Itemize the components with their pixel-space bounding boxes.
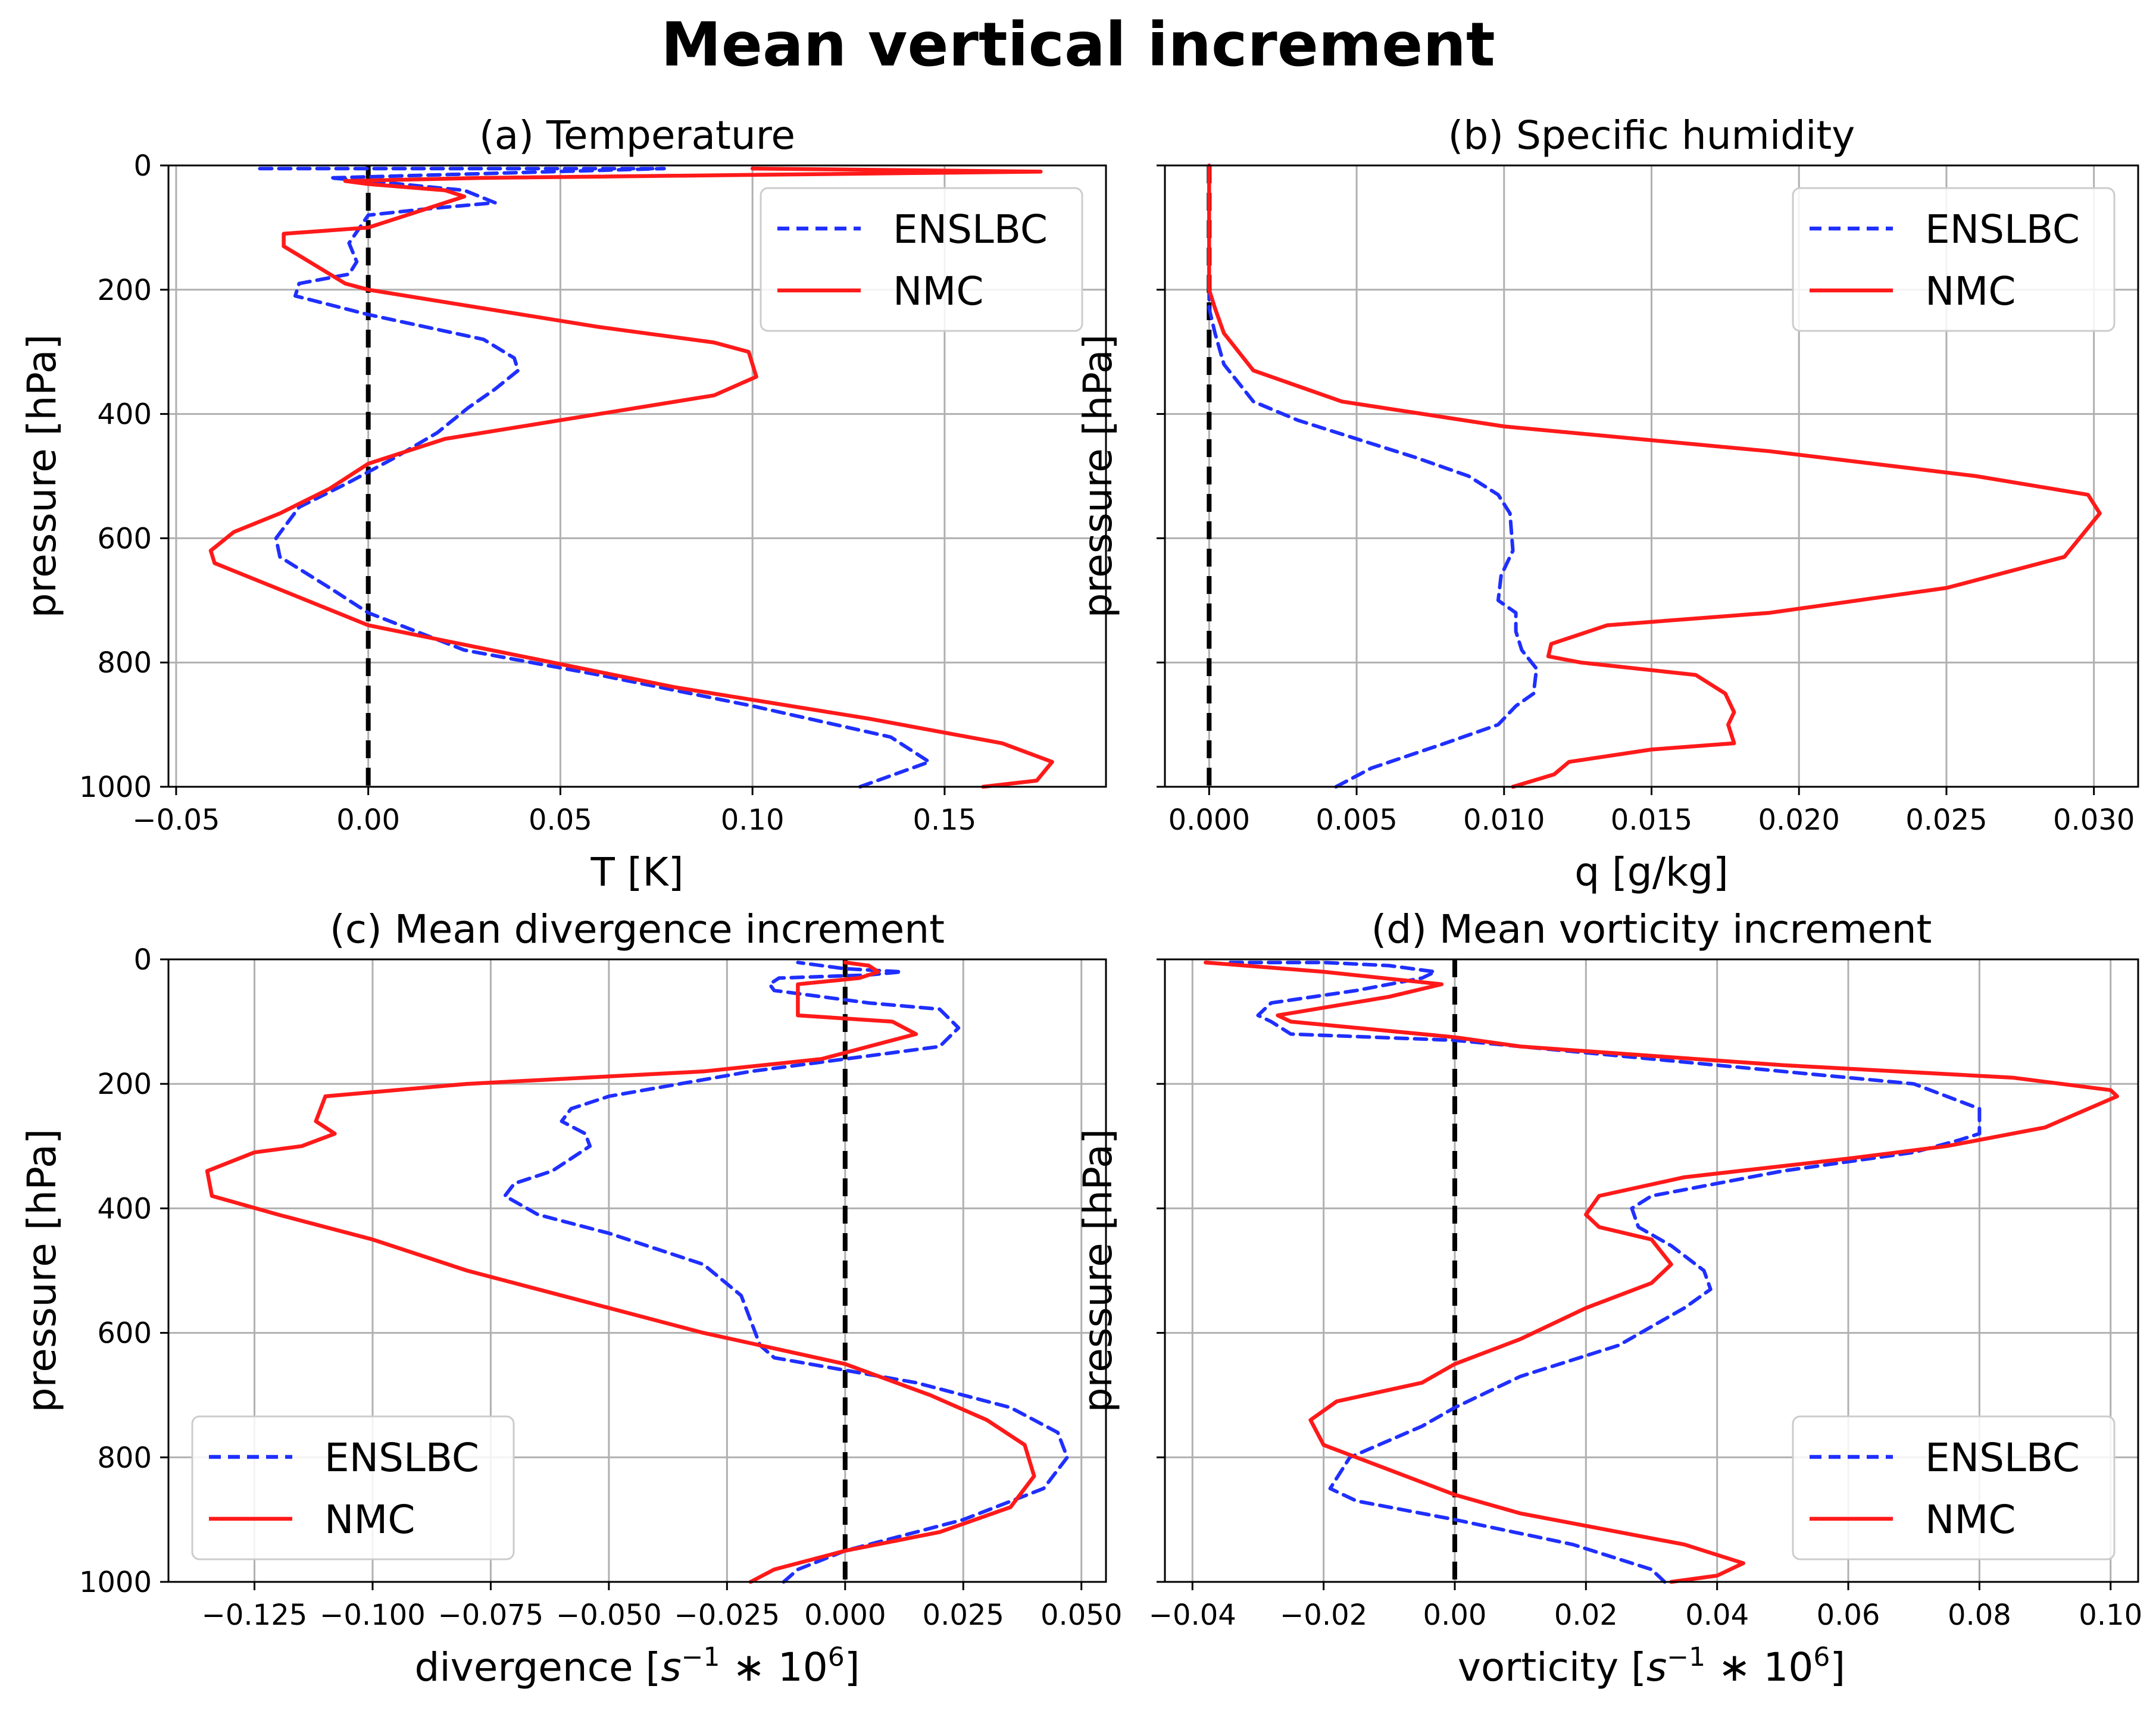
x-tick-label: 0.050 [1040,1599,1122,1632]
x-tick-label: 0.005 [1316,803,1397,837]
legend-box [191,1415,515,1560]
x-axis-label: T [K] [590,849,683,895]
x-tick-label: −0.100 [320,1599,426,1632]
panel-b: 0.000 0.005 0.010 0.015 0.020 0.025 0.030 (b) S… [1075,112,2139,895]
x-axis-label-part: divergence [ [414,1644,661,1690]
x-axis-label-part: −1 [682,1642,720,1672]
x-tick-label: 0.00 [1423,1599,1487,1632]
y-tick-label: 400 [97,398,152,431]
x-tick-label: 0.02 [1554,1599,1618,1632]
x-tick-label: −0.05 [132,803,220,837]
legend-label-nmc: NMC [893,268,983,314]
legend: ENSLBC NMC [191,1415,515,1560]
y-tick-label: 0 [133,943,152,977]
x-tick-label: 0.15 [913,803,976,837]
series-line-enslbc [1207,164,1539,789]
x-axis-label: vorticity [s−1 ∗ 106] [1458,1642,1845,1691]
x-tick-label: 0.10 [2079,1599,2142,1632]
series-line-nmc [1207,163,2102,789]
legend-label-enslbc: ENSLBC [324,1435,479,1481]
y-axis-label: pressure [hPa] [19,1129,65,1413]
panel-title: (a) Temperature [479,112,795,158]
figure-title: Mean vertical increment [661,10,1495,80]
y-tick-label: 1000 [79,771,152,804]
legend: ENSLBC NMC [1792,1415,2116,1560]
panel-c: −0.125 −0.100 −0.075 −0.050 −0.025 0.000 0.025… [19,906,1122,1690]
series-line-nmc [208,166,1054,789]
y-tick-label: 200 [97,1068,152,1101]
x-tick-label: 0.00 [336,803,400,837]
series-line-nmc [205,960,1036,1584]
x-axis-label-part: ∗ 10 [720,1644,828,1690]
legend-label-enslbc: ENSLBC [1925,207,2080,252]
y-tick-label: 1000 [79,1566,152,1599]
x-axis-label-part: ] [1830,1644,1845,1690]
plot-frame [167,958,1107,1583]
y-tick-label: 600 [97,522,152,555]
x-tick-label: 0.025 [1905,803,1987,837]
x-tick-label: −0.050 [556,1599,662,1632]
x-axis-label-part: ∗ 10 [1705,1644,1813,1690]
legend-label-nmc: NMC [324,1497,415,1543]
series-line-nmc [1204,960,2119,1584]
panel-a: −0.05 0.00 0.05 0.10 0.15 0 200 400 600 800 1000 (a… [19,112,1107,895]
plot-frame [167,164,1107,788]
x-axis-label-part: ] [845,1644,860,1690]
x-axis-label-part: 6 [1813,1642,1830,1672]
x-axis-label: divergence [s−1 ∗ 106] [414,1642,860,1691]
y-tick-label: 400 [97,1192,152,1225]
panel-title: (c) Mean divergence increment [330,906,945,952]
x-axis-label-part: s [661,1644,681,1690]
y-axis-label: pressure [hPa] [19,334,65,618]
y-axis-label: pressure [hPa] [1075,1129,1121,1413]
panel-title: (b) Specific humidity [1448,112,1855,158]
x-tick-label: 0.025 [923,1599,1004,1632]
x-tick-label: 0.010 [1463,803,1545,837]
series-line-enslbc [503,961,1069,1584]
x-tick-label: 0.000 [804,1599,886,1632]
x-tick-label: 0.06 [1817,1599,1880,1632]
x-axis-label-part: s [1646,1644,1667,1690]
y-tick-label: 200 [97,274,152,307]
legend: ENSLBC NMC [1792,187,2116,332]
legend: ENSLBC NMC [760,187,1083,332]
x-tick-label: 0.000 [1168,803,1250,837]
y-tick-label: 600 [97,1317,152,1350]
x-tick-label: 0.10 [721,803,785,837]
legend-box [760,187,1083,332]
x-tick-label: −0.125 [202,1599,308,1632]
y-tick-label: 800 [97,646,152,680]
x-tick-label: 0.020 [1758,803,1840,837]
x-tick-label: 0.08 [1948,1599,2011,1632]
x-tick-label: 0.05 [529,803,592,837]
x-tick-label: 0.04 [1685,1599,1749,1632]
x-tick-label: −0.025 [674,1599,780,1632]
x-tick-label: 0.030 [2053,803,2135,837]
x-tick-label: −0.02 [1280,1599,1367,1632]
x-tick-label: 0.015 [1611,803,1692,837]
y-tick-label: 0 [133,149,152,183]
x-tick-label: −0.075 [438,1599,544,1632]
legend-label-enslbc: ENSLBC [893,207,1048,252]
plot-frame [1164,958,2139,1583]
x-axis-label-part: vorticity [ [1458,1644,1646,1690]
x-axis-label-part: 6 [828,1642,845,1672]
series-line-enslbc [1223,961,1982,1584]
legend-label-nmc: NMC [1925,1497,2016,1543]
legend-box [1792,1415,2116,1560]
x-tick-label: −0.04 [1149,1599,1236,1632]
x-axis-label-part: −1 [1667,1642,1705,1672]
y-tick-label: 800 [97,1441,152,1475]
x-axis-label: q [g/kg] [1574,849,1729,895]
panel-title: (d) Mean vorticity increment [1371,906,1932,952]
series-line-enslbc [251,167,932,789]
legend-label-nmc: NMC [1925,268,2016,314]
legend-box [1792,187,2116,332]
y-axis-label: pressure [hPa] [1075,334,1121,618]
panel-d: −0.04 −0.02 0.00 0.02 0.04 0.06 0.08 0.10 (d) Me… [1075,906,2142,1690]
legend-label-enslbc: ENSLBC [1925,1435,2080,1481]
